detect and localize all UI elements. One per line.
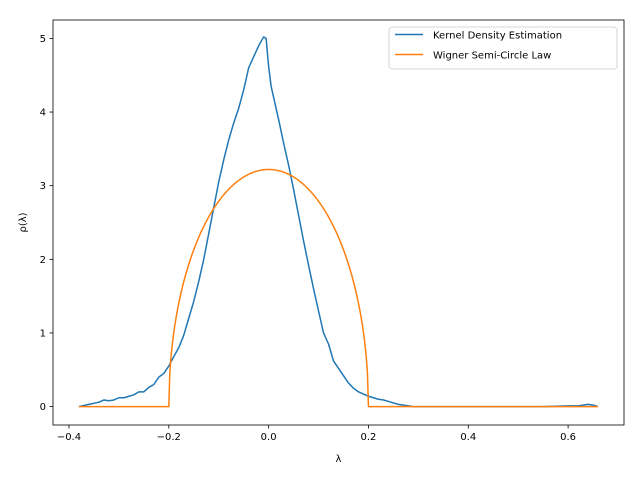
- x-tick-label: 0.6: [560, 432, 576, 443]
- series-line-semicircle: [78, 168, 599, 408]
- plot-area-frame: [52, 19, 625, 426]
- y-tick-label: 5: [40, 34, 46, 45]
- y-tick-label: 4: [40, 108, 46, 119]
- y-tick-label: 0: [40, 402, 46, 413]
- legend-label-kde: Kernel Density Estimation: [433, 31, 562, 42]
- y-tick-label: 3: [40, 181, 46, 192]
- x-axis: −0.4 −0.2 0.0 0.2 0.4 0.6: [57, 425, 576, 443]
- legend-label-semicircle: Wigner Semi-Circle Law: [433, 51, 551, 62]
- legend: Kernel Density Estimation Wigner Semi-Ci…: [388, 26, 618, 70]
- x-tick-label: 0.0: [261, 432, 277, 443]
- x-tick-label: −0.2: [157, 432, 181, 443]
- legend-frame: [388, 26, 618, 70]
- x-axis-label: λ: [336, 454, 342, 465]
- x-tick-label: 0.2: [360, 432, 376, 443]
- y-tick-label: 2: [40, 255, 46, 266]
- x-tick-label: 0.4: [460, 432, 476, 443]
- y-tick-label: 1: [40, 328, 46, 339]
- x-tick-label: −0.4: [57, 432, 81, 443]
- series-layer: [78, 36, 599, 408]
- y-axis: 0 1 2 3 4 5: [40, 34, 53, 413]
- y-axis-label: ρ(λ): [18, 212, 29, 232]
